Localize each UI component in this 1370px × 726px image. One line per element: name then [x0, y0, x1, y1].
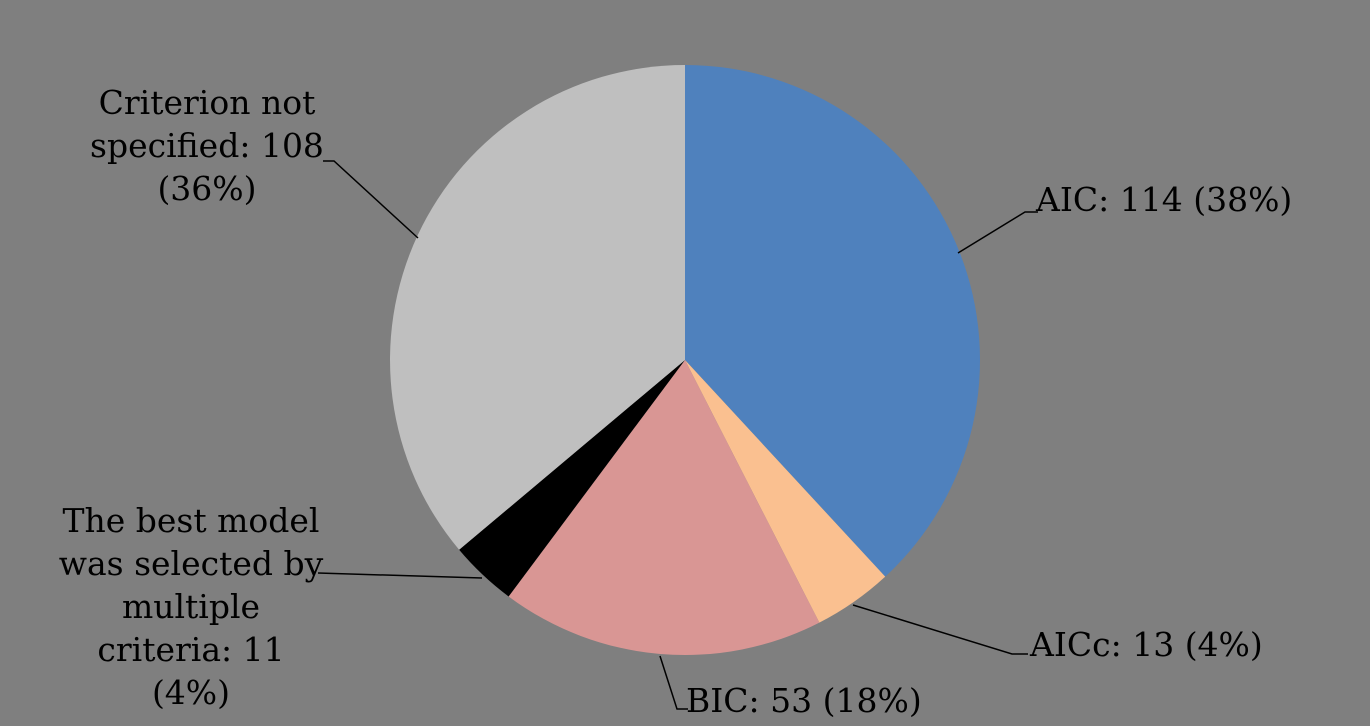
pie-slice-multiple	[459, 360, 685, 597]
pie-slice-aicc	[685, 360, 886, 623]
pie-slice-bic	[508, 360, 820, 655]
label-multiple-criteria: The best model was selected by multiple …	[58, 501, 324, 712]
pie	[390, 65, 981, 655]
label-bic: BIC: 53 (18%)	[686, 681, 922, 720]
label-aicc: AICc: 13 (4%)	[1030, 625, 1263, 664]
leader-line-aicc	[852, 604, 1028, 655]
leader-line-criterion-not-specified	[323, 160, 419, 239]
leader-line-aic	[957, 211, 1038, 254]
label-criterion-not-specified: Criterion not specified: 108 (36%)	[90, 83, 324, 208]
leader-line-multiple-criteria	[317, 572, 483, 579]
pie-slice-aic	[685, 65, 981, 577]
pie-slice-criterion	[390, 65, 685, 550]
leader-line-bic	[659, 655, 688, 710]
label-aic: AIC: 114 (38%)	[1036, 180, 1293, 219]
